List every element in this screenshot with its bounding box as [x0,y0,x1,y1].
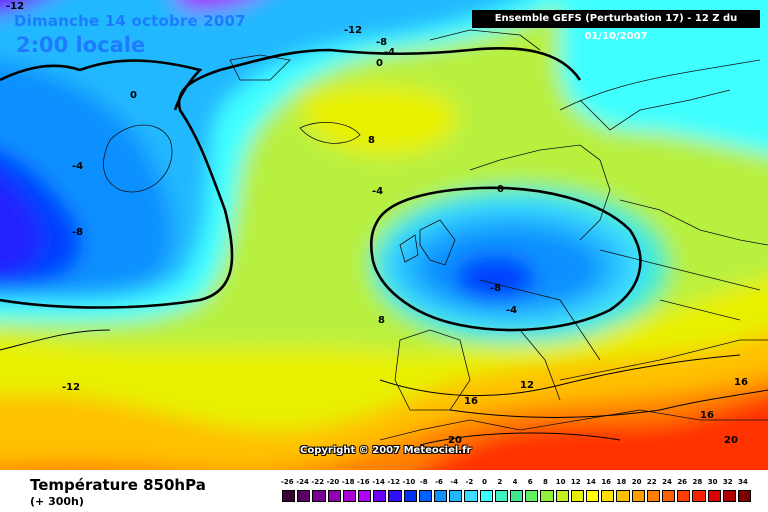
legend-subtitle: (+ 300h) [30,495,84,508]
isotherm-label: -12 [6,1,25,12]
color-scale-label: 32 [722,478,733,486]
color-scale-swatch [312,490,326,502]
legend-title: Température 850hPa [30,476,206,494]
isotherm-label: -12 [344,25,363,36]
color-scale-swatch [677,490,691,502]
color-scale-label: 20 [631,478,642,486]
color-scale-label: 0 [482,478,488,486]
color-scale: -26 -24 -22 -20 -18 -16 -14 -12 -10 -8 -6 -4 -2 0 2 4 6 8… [281,478,752,502]
color-scale-swatch [449,490,463,502]
color-scale-swatch [342,490,356,502]
color-scale-swatch [662,490,676,502]
copyright: Copyright © 2007 Meteociel.fr [300,445,472,456]
color-scale-swatch [403,490,417,502]
color-scale-swatch [358,490,372,502]
isotherm-label: 0 [497,184,504,195]
color-scale-swatch [616,490,630,502]
color-scale-swatch [494,490,508,502]
color-scale-label: 2 [497,478,503,486]
isotherm-label: -4 [72,161,84,172]
legend-footer: Température 850hPa (+ 300h) -26 -24 -22 -20… [0,470,768,512]
isotherm-lines [0,47,642,332]
color-scale-label: 28 [692,478,703,486]
temperature-field [0,0,768,470]
isotherm-label: -4 [384,47,396,58]
color-scale-swatch [692,490,706,502]
color-scale-label: 22 [646,478,657,486]
color-scale-swatch [646,490,660,502]
color-scale-label: 8 [542,478,548,486]
color-scale-label: -10 [402,478,416,486]
color-scale-swatch [510,490,524,502]
isotherm-label: 0 [376,58,383,69]
color-scale-labels: -26 -24 -22 -20 -18 -16 -14 -12 -10 -8 -6 -4 -2 0 2 4 6 8… [281,478,748,488]
color-scale-label: -24 [296,478,309,486]
color-scale-swatch [540,490,554,502]
color-scale-label: -6 [435,478,443,486]
color-scale-label: -12 [387,478,401,486]
color-scale-label: 6 [527,478,533,486]
color-scale-label: 10 [555,478,566,486]
color-scale-label: 4 [512,478,518,486]
color-scale-label: -14 [372,478,385,486]
color-scale-swatch [631,490,645,502]
color-scale-swatch [738,490,752,502]
color-scale-swatch [327,490,341,502]
color-scale-label: -26 [281,478,294,486]
color-scale-swatch [373,490,387,502]
isotherm-label: 16 [734,377,748,388]
color-scale-swatch [722,490,736,502]
isotherm-label: 16 [464,396,478,407]
color-scale-label: -18 [341,478,355,486]
isotherm-label: 0 [130,90,137,101]
color-scale-swatch [388,490,402,502]
color-scale-swatch [434,490,448,502]
isotherm-label: 12 [520,380,534,391]
color-scale-swatch [418,490,432,502]
color-scale-label: 18 [616,478,627,486]
isotherm-thin-lines [0,329,768,446]
color-scale-label: 16 [601,478,612,486]
color-scale-label: -4 [450,478,459,486]
temperature-map: Dimanche 14 octobre 2007 2:00 locale Ens… [0,0,768,470]
isotherm-label: 8 [378,315,385,326]
isotherm-label: -12 [62,382,81,393]
isotherm-label: 16 [700,410,714,421]
color-scale-swatch [707,490,721,502]
color-scale-swatch [464,490,478,502]
color-scale-label: 26 [677,478,688,486]
color-scale-label: 24 [662,478,672,486]
color-scale-label: -20 [326,478,340,486]
forecast-local-time: 2:00 locale [16,33,146,57]
color-scale-label: -16 [357,478,370,486]
isotherm-label: -8 [376,37,388,48]
color-scale-label: 30 [707,478,718,486]
isotherm-label: 8 [368,135,375,146]
isotherm-label: 20 [448,435,462,446]
color-scale-swatch [525,490,539,502]
color-scale-label: -22 [311,478,325,486]
color-scale-swatch [601,490,615,502]
color-scale-label: 12 [570,478,581,486]
color-scale-swatch [570,490,584,502]
color-scale-swatch [586,490,600,502]
color-scale-label: -2 [465,478,474,486]
color-scale-label: 34 [738,478,748,486]
color-scale-swatch [282,490,296,502]
color-scale-label: 14 [586,478,596,486]
isotherm-label: -8 [490,283,502,294]
coastlines [103,29,768,441]
isotherm-label: 20 [724,435,738,446]
color-scale-bar [282,490,752,502]
forecast-date: Dimanche 14 octobre 2007 [14,12,246,30]
isotherm-label: -4 [372,186,384,197]
color-scale-label: -8 [419,478,428,486]
isotherm-label: -8 [72,227,84,238]
color-scale-swatch [479,490,493,502]
map-canvas [0,0,768,470]
isotherm-label: -4 [506,305,518,316]
color-scale-swatch [297,490,311,502]
run-info: Ensemble GEFS (Perturbation 17) - 12 Z d… [472,10,760,42]
color-scale-swatch [555,490,569,502]
